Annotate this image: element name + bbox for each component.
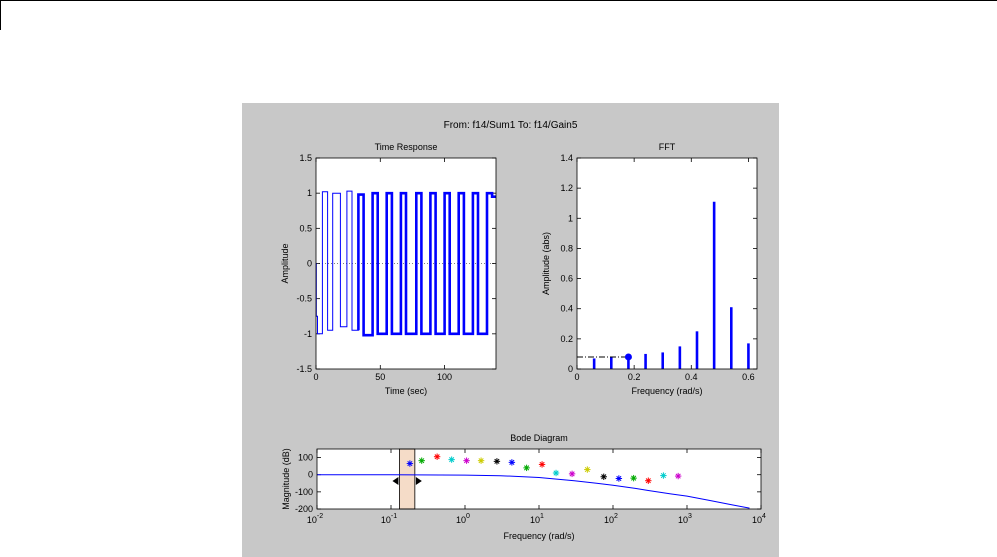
time-response-xlabel: Time (sec) [385, 386, 427, 396]
bode-marker [433, 453, 441, 460]
bode-axes-frame [316, 448, 762, 510]
bode-xtick-label: 10-2 [307, 513, 323, 525]
fft-ylabel: Amplitude (abs) [541, 232, 551, 295]
fft-title: FFT [659, 142, 676, 152]
time-response-xtick-label: 50 [375, 372, 385, 382]
bode-axes-bg [317, 449, 761, 509]
time-response-ytick-label: -0.5 [296, 294, 312, 304]
fft-selected-marker[interactable] [624, 353, 632, 361]
bode-ytick-label: -200 [295, 504, 313, 514]
bode-marker [674, 472, 682, 480]
figure-title: From: f14/Sum1 To: f14/Gain5 [443, 120, 578, 131]
bode-marker [615, 475, 623, 482]
bode-marker-stroke [601, 474, 607, 480]
time-response-ytick-label: 0.5 [299, 223, 312, 233]
fft-ytick-label: 0.6 [560, 274, 573, 284]
bode-marker-stroke [553, 470, 559, 476]
bode-left-handle-arrow[interactable] [392, 477, 399, 485]
bode-marker-stroke [660, 472, 667, 479]
bode-right-handle-arrow[interactable] [415, 477, 422, 485]
fft-ytick-label: 1.4 [560, 153, 573, 163]
top-border-line [0, 0, 997, 1]
bode-ytick-label: -100 [295, 487, 313, 497]
fft-ytick-label: 1.2 [560, 183, 573, 193]
bode-marker-stroke [419, 458, 425, 464]
fft-xtick-label: 0.6 [742, 372, 755, 382]
bode-marker-stroke [478, 458, 484, 464]
bode-xtick-label: 103 [678, 513, 692, 525]
fft-xtick-label: 0.4 [685, 372, 698, 382]
bode-marker [645, 477, 652, 484]
bode-ylabel: Magnitude (dB) [281, 448, 291, 510]
fft-xtick-label: 0 [574, 372, 579, 382]
bode-marker [538, 461, 546, 468]
time-response-axes-frame [315, 157, 497, 370]
bode-marker [568, 470, 576, 478]
bode-marker [523, 464, 530, 472]
fft-axes-bg [577, 158, 757, 369]
time-response-ylabel: Amplitude [280, 243, 290, 283]
bode-marker-stroke [407, 460, 413, 467]
time-response-series-1 [357, 191, 496, 337]
bode-marker-stroke [509, 459, 515, 465]
time-response-title: Time Response [375, 142, 438, 152]
bode-marker [630, 474, 637, 482]
bode-xtick-label: 104 [752, 513, 766, 525]
time-response-series-0 [315, 190, 359, 335]
bode-marker-stroke [449, 457, 455, 463]
bode-xtick-label: 10-1 [381, 513, 397, 525]
bode-xtick-label: 102 [604, 513, 618, 525]
bode-marker [584, 466, 591, 473]
bode-marker [406, 460, 414, 467]
bode-marker [660, 472, 667, 479]
bode-marker-stroke [434, 454, 440, 460]
fft-axes-frame [576, 157, 758, 370]
time-response-ytick-label: 1.5 [299, 153, 312, 163]
bode-marker-stroke [463, 458, 470, 464]
fft-ytick-label: 1 [568, 213, 573, 223]
time-response-ytick-label: 1 [307, 188, 312, 198]
fft-xtick-label: 0.2 [628, 372, 641, 382]
bode-selection-band[interactable] [399, 448, 416, 510]
bode-xtick-label: 100 [456, 513, 470, 525]
fft-ytick-label: 0.2 [560, 334, 573, 344]
bode-marker-stroke [569, 471, 575, 477]
bode-marker [448, 456, 455, 463]
figure-window: From: f14/Sum1 To: f14/Gain5 Time Respon… [242, 103, 779, 557]
bode-marker-stroke [494, 458, 500, 464]
bode-marker-stroke [631, 475, 637, 481]
time-response-ytick-label: -1.5 [296, 364, 312, 374]
time-response-xtick-label: 100 [437, 372, 452, 382]
bode-marker-stroke [616, 475, 622, 482]
bode-marker-stroke [524, 465, 530, 471]
bode-marker [600, 473, 607, 480]
bode-marker [552, 469, 560, 477]
fft-ytick-label: 0 [568, 364, 573, 374]
bode-ytick-label: 0 [308, 470, 313, 480]
bode-ytick-label: 100 [298, 453, 313, 463]
bode-marker-stroke [539, 461, 545, 468]
bode-marker-stroke [675, 473, 681, 479]
bode-marker [463, 457, 470, 464]
bode-marker [418, 457, 425, 464]
fft-ytick-label: 0.4 [560, 304, 573, 314]
bode-marker [493, 458, 501, 465]
bode-marker-stroke [584, 466, 590, 473]
time-response-ytick-label: -1 [304, 329, 312, 339]
bode-marker-stroke [645, 478, 651, 484]
bode-title: Bode Diagram [510, 433, 568, 443]
time-response-ytick-label: 0 [307, 259, 312, 269]
fft-xlabel: Frequency (rad/s) [631, 386, 702, 396]
time-response-xtick-label: 0 [313, 372, 318, 382]
fft-ytick-label: 0.8 [560, 243, 573, 253]
plots-canvas: Time Response-1.5-1-0.500.511.50 50 100Tim… [280, 142, 766, 541]
bode-marker [508, 459, 516, 466]
bode-magnitude-line [317, 474, 750, 509]
bode-xlabel: Frequency (rad/s) [503, 531, 574, 541]
left-edge-marker [0, 0, 1, 30]
bode-xtick-label: 101 [530, 513, 544, 525]
bode-marker [477, 457, 485, 464]
